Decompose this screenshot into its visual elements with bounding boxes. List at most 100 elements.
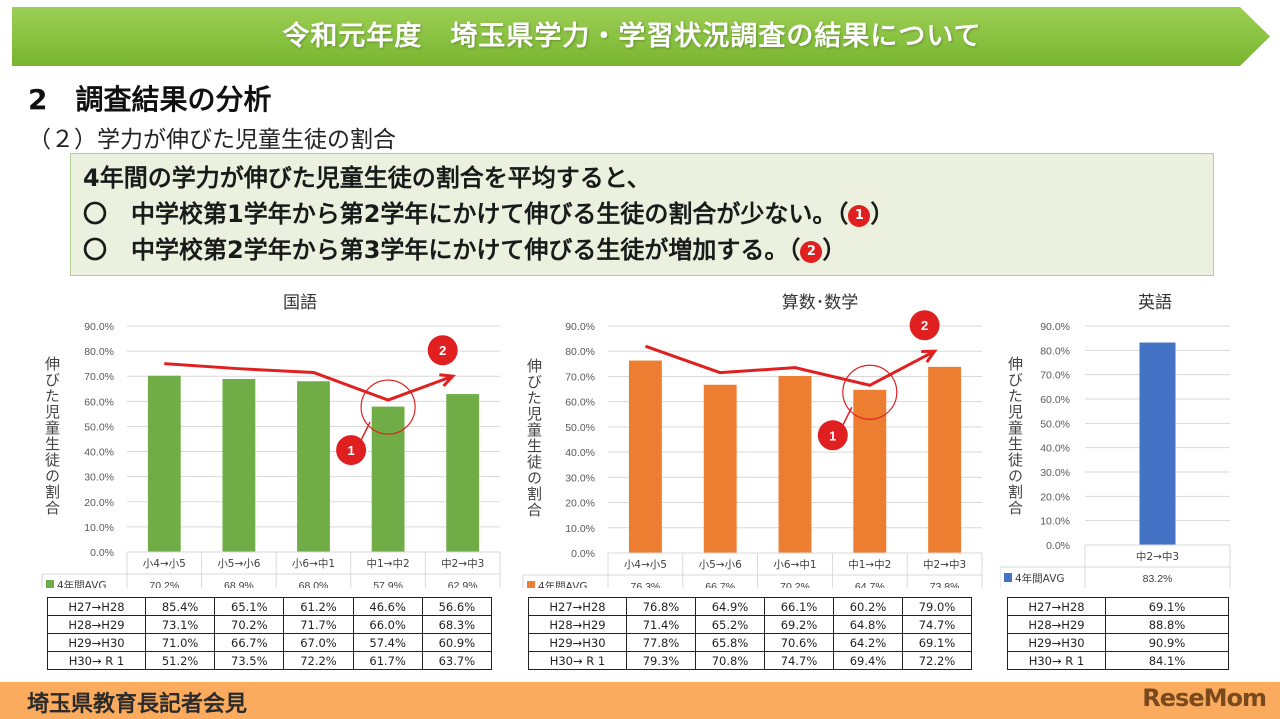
table-cell: 69.1% <box>1105 597 1229 616</box>
summary-line-2-end: ） <box>870 200 895 228</box>
y-tick-label: 80.0% <box>1040 345 1070 357</box>
bar <box>446 394 480 552</box>
bar <box>222 378 256 552</box>
table-cell: 67.0% <box>283 633 354 652</box>
y-axis-label: 伸びた児童生徒の割合 <box>1006 356 1024 516</box>
pointer-arrow <box>842 406 853 426</box>
row-label: H30→ R 1 <box>1007 651 1106 670</box>
y-tick-label: 70.0% <box>1040 370 1070 382</box>
data-label: 66.7% <box>705 581 735 588</box>
row-label: H29→H30 <box>1007 633 1106 652</box>
table-cell: 84.1% <box>1105 651 1229 670</box>
summary-line-3-text: 〇 中学校第2学年から第3学年にかけて伸びる生徒が増加する。（ <box>83 236 801 264</box>
page-title: 令和元年度 埼玉県学力・学習状況調査の結果について <box>282 21 982 52</box>
table-cell: 88.8% <box>1105 615 1229 634</box>
y-tick-label: 70.0% <box>84 371 114 383</box>
resemom-logo: ReseMom <box>1142 684 1267 712</box>
y-tick-label: 50.0% <box>565 422 595 434</box>
data-label: 64.7% <box>855 581 885 588</box>
y-tick-label: 20.0% <box>84 497 114 509</box>
bar <box>1139 342 1176 545</box>
arrow-head-icon <box>439 373 456 388</box>
table-cell: 73.1% <box>144 615 216 634</box>
footer-text: 埼玉県教育長記者会見 <box>27 692 248 717</box>
bar <box>147 375 181 552</box>
row-label: H29→H30 <box>528 633 627 652</box>
table-cell: 66.0% <box>352 615 423 634</box>
pointer-arrow <box>360 421 371 441</box>
x-category-label: 中2→中3 <box>441 557 484 570</box>
table-cell: 71.7% <box>283 615 354 634</box>
table-cell: 76.8% <box>626 597 696 616</box>
footer-bar: 埼玉県教育長記者会見 ReseMom <box>0 682 1280 719</box>
y-tick-label: 40.0% <box>1040 443 1070 455</box>
table-cell: 63.7% <box>421 651 493 670</box>
y-tick-label: 40.0% <box>84 447 114 459</box>
table-cell: 71.0% <box>144 633 216 652</box>
bar <box>297 381 330 552</box>
table-row: H27→H28 69.1% <box>1007 597 1229 616</box>
x-category-label: 中2→中3 <box>1136 550 1179 563</box>
table-cell: 79.3% <box>626 651 696 670</box>
table-cell: 72.2% <box>283 651 354 670</box>
y-tick-label: 0.0% <box>571 548 595 560</box>
y-tick-label: 90.0% <box>565 321 595 333</box>
badge-1-label: 1 <box>829 428 836 443</box>
bar <box>703 384 737 553</box>
bar <box>778 375 812 553</box>
chart-canvas: 0.0% 10.0% 20.0% 30.0% 40.0% 50.0% 60.0% 70.0% 8… <box>41 321 501 588</box>
table-cell: 64.8% <box>833 615 903 634</box>
table-row: H30→ R 1 84.1% <box>1007 651 1229 670</box>
table-cell: 65.2% <box>695 615 765 634</box>
data-label: 73.8% <box>930 581 960 588</box>
subsection-title: （２）学力が伸びた児童生徒の割合 <box>28 127 396 153</box>
table-cell: 46.6% <box>352 597 423 616</box>
badge-1-icon: 1 <box>848 205 871 227</box>
data-label: 62.9% <box>448 580 478 588</box>
y-axis-label: 伸びた児童生徒の割合 <box>43 356 61 516</box>
chart-english: 英語 伸びた児童生徒の割合 0.0% 10.0% 20.0% 30.0% 40.0% 50… <box>1000 288 1240 588</box>
bar <box>371 406 405 552</box>
table-row: H28→H29 88.8% <box>1007 615 1229 634</box>
chart-canvas: 0.0% 10.0% 20.0% 30.0% 40.0% 50.0% 60.0% 70.0% 8… <box>1000 321 1231 588</box>
row-label: H29→H30 <box>47 633 146 652</box>
data-label: 83.2% <box>1143 573 1173 585</box>
y-tick-label: 10.0% <box>84 522 114 534</box>
table-cell: 71.4% <box>626 615 696 634</box>
table-cell: 64.2% <box>833 633 903 652</box>
y-tick-label: 20.0% <box>1040 491 1070 503</box>
table-cell: 69.1% <box>902 633 972 652</box>
table-cell: 70.2% <box>214 615 285 634</box>
table-row: H27→H28 76.8% 64.9% 66.1% 60.2% 79.0% <box>528 597 972 616</box>
table-row: H28→H29 73.1% 70.2% 71.7% 66.0% 68.3% <box>47 615 493 634</box>
row-label: H28→H29 <box>1007 615 1106 634</box>
badge-2-icon <box>909 310 940 341</box>
table-cell: 79.0% <box>902 597 972 616</box>
summary-line-3-end: ） <box>822 236 847 264</box>
x-category-label: 中1→中2 <box>848 558 891 571</box>
table-cell: 74.7% <box>764 651 834 670</box>
banner-arrow-shape <box>12 7 1270 66</box>
y-tick-label: 90.0% <box>84 321 114 333</box>
table-cell: 77.8% <box>626 633 696 652</box>
row-label: H27→H28 <box>47 597 146 616</box>
chart-math: 算数･数学 伸びた児童生徒の割合 0.0% 10.0% 20.0% 30.0% 40.0… <box>520 288 990 588</box>
summary-box: 4年間の学力が伸びた児童生徒の割合を平均すると、 〇 中学校第1学年から第2学年… <box>70 153 1214 276</box>
badge-2-icon <box>427 335 458 366</box>
y-tick-label: 90.0% <box>1040 321 1070 333</box>
summary-line-2-text: 〇 中学校第1学年から第2学年にかけて伸びる生徒の割合が少ない。（ <box>83 200 849 228</box>
row-label: H28→H29 <box>528 615 627 634</box>
x-category-label: 小4→小5 <box>624 559 667 571</box>
table-cell: 56.6% <box>421 597 493 616</box>
row-label: H28→H29 <box>47 615 146 634</box>
y-tick-label: 80.0% <box>84 346 114 358</box>
arrow-head-icon <box>921 349 938 363</box>
table-row: H29→H30 71.0% 66.7% 67.0% 57.4% 60.9% <box>47 633 493 652</box>
legend-swatch <box>1004 573 1012 582</box>
legend-label: 4年間AVG <box>538 580 588 588</box>
y-tick-label: 50.0% <box>1040 418 1070 430</box>
x-category-label: 中2→中3 <box>923 558 966 571</box>
chart-canvas: 0.0% 10.0% 20.0% 30.0% 40.0% 50.0% 60.0% 70.0% 8… <box>522 310 983 588</box>
trend-arrow-line <box>644 344 936 387</box>
